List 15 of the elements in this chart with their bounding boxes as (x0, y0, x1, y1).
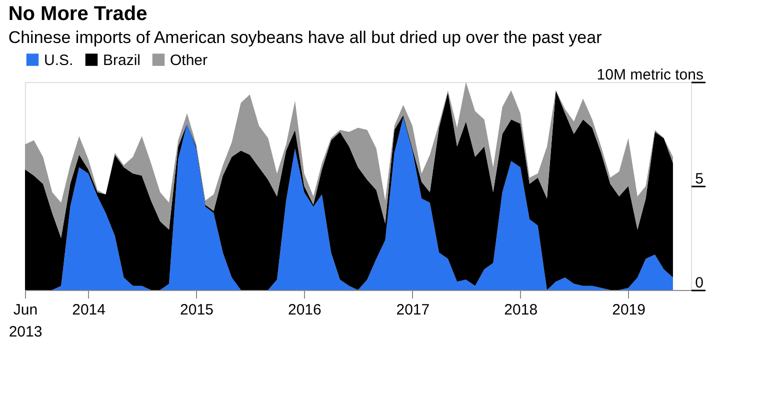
y-tick-label: 10M metric tons (596, 66, 704, 84)
x-tick-label: 2015 (180, 302, 214, 318)
chart-subtitle: Chinese imports of American soybeans have all but dried up over the past year (8, 28, 602, 47)
legend-label: Other (170, 52, 208, 69)
x-tick-label: 2014 (72, 302, 106, 318)
chart-title: No More Trade (8, 3, 148, 25)
x-tick-label: Jun 2013 (8, 302, 42, 340)
y-tick-label: 0 (695, 274, 704, 292)
x-tick-label: 2018 (504, 302, 538, 318)
legend-label: U.S. (44, 52, 74, 69)
x-tick-label: 2019 (612, 302, 646, 318)
y-tick-label: 5 (695, 170, 704, 188)
x-tick-label: 2016 (288, 302, 322, 318)
x-tick-label: 2017 (396, 302, 430, 318)
legend-label: Brazil (103, 52, 141, 69)
